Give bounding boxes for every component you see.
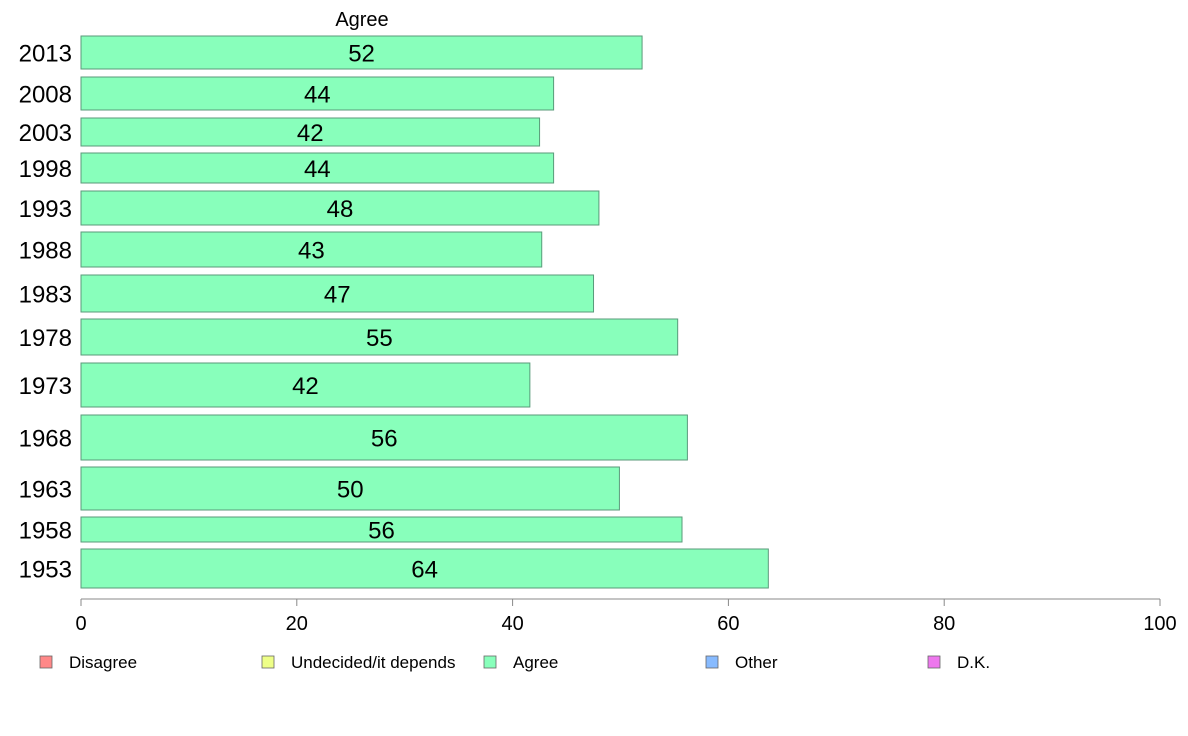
bar-1973 xyxy=(80,362,531,408)
value-label-2003: 42 xyxy=(297,120,324,147)
category-label-2013: 2013 xyxy=(19,41,72,68)
bar-1983 xyxy=(80,274,595,313)
legend-label-3: Other xyxy=(735,653,778,672)
bar-2013 xyxy=(80,35,643,70)
value-label-1993: 48 xyxy=(327,196,354,223)
bar-1978 xyxy=(80,318,679,356)
x-tick-label-100: 100 xyxy=(1143,613,1176,635)
series-title: Agree xyxy=(335,9,388,31)
category-label-2008: 2008 xyxy=(19,82,72,109)
value-label-2008: 44 xyxy=(304,82,331,109)
legend-label-2: Agree xyxy=(513,653,558,672)
legend-swatch-0 xyxy=(39,655,53,669)
legend-label-1: Undecided/it depends xyxy=(291,653,455,672)
value-label-1978: 55 xyxy=(366,325,393,352)
x-tick-label-40: 40 xyxy=(501,613,523,635)
category-label-1958: 1958 xyxy=(19,518,72,545)
x-tick-label-0: 0 xyxy=(75,613,86,635)
value-label-1983: 47 xyxy=(324,282,351,309)
legend-swatch-1 xyxy=(261,655,275,669)
legend-label-0: Disagree xyxy=(69,653,137,672)
x-tick-label-80: 80 xyxy=(933,613,955,635)
bar-1968 xyxy=(80,414,688,461)
bar-2008 xyxy=(80,76,555,111)
category-label-1953: 1953 xyxy=(19,557,72,584)
category-label-1978: 1978 xyxy=(19,325,72,352)
x-tick-label-60: 60 xyxy=(717,613,739,635)
category-label-1963: 1963 xyxy=(19,477,72,504)
bar-1953 xyxy=(80,548,769,589)
value-label-1963: 50 xyxy=(337,477,364,504)
category-label-1993: 1993 xyxy=(19,196,72,223)
legend-swatch-3 xyxy=(705,655,719,669)
category-label-1983: 1983 xyxy=(19,282,72,309)
bar-1958 xyxy=(80,516,683,543)
legend-swatch-4 xyxy=(927,655,941,669)
legend: Disagree Undecided/it depends Agree Other D.… xyxy=(39,653,990,672)
value-label-1973: 42 xyxy=(292,373,319,400)
bar-1998 xyxy=(80,152,555,184)
category-label-2003: 2003 xyxy=(19,120,72,147)
bars-layer: 2013 52 2008 44 2003 42 1998 44 1993 48 1988 43 1983… xyxy=(19,35,769,589)
value-label-1958: 56 xyxy=(368,518,395,545)
x-tick-label-20: 20 xyxy=(286,613,308,635)
category-label-1968: 1968 xyxy=(19,426,72,453)
bar-2003 xyxy=(80,117,541,147)
value-label-1968: 56 xyxy=(371,426,398,453)
value-label-1953: 64 xyxy=(411,557,438,584)
legend-swatch-2 xyxy=(483,655,497,669)
legend-label-4: D.K. xyxy=(957,653,990,672)
bar-1988 xyxy=(80,231,543,268)
bar-1993 xyxy=(80,190,600,226)
value-label-2013: 52 xyxy=(348,41,375,68)
value-label-1998: 44 xyxy=(304,156,331,183)
category-label-1973: 1973 xyxy=(19,373,72,400)
category-label-1988: 1988 xyxy=(19,238,72,265)
category-label-1998: 1998 xyxy=(19,156,72,183)
value-label-1988: 43 xyxy=(298,238,325,265)
x-axis: 0 20 40 60 80 100 xyxy=(75,598,1177,635)
bar-1963 xyxy=(80,466,620,511)
